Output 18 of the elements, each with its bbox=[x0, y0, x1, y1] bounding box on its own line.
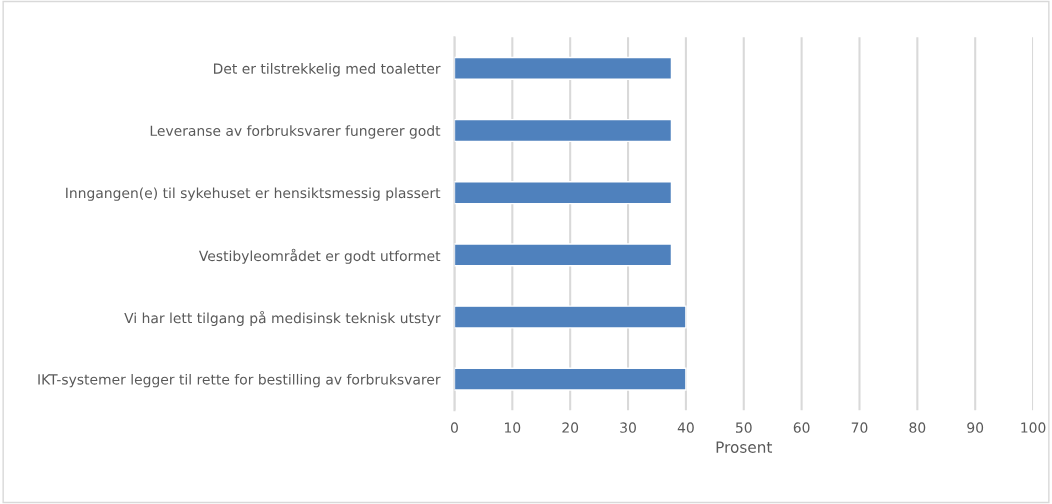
y-tick-label: Vestibyleområdet er godt utformet bbox=[198, 248, 441, 264]
x-tick-label: 10 bbox=[505, 422, 521, 433]
x-tick-label: 50 bbox=[736, 422, 752, 433]
x-tick-label: 40 bbox=[677, 422, 694, 433]
y-tick-label: IKT-systemer legger til rette for bestilling av forbruksvarer bbox=[38, 373, 441, 388]
y-tick-label: Det er tilstrekkelig med toaletter bbox=[214, 63, 441, 77]
y-tick-label: Leveranse av forbruksvarer fungerer godt bbox=[150, 125, 441, 139]
x-tick-label: 20 bbox=[562, 422, 579, 433]
y-tick-label: Vi har lett tilgang på medisinsk teknisk utstyr bbox=[124, 310, 441, 326]
x-tick-label: 0 bbox=[450, 422, 458, 433]
x-axis-title: Prosent bbox=[716, 441, 773, 453]
x-tick-label: 60 bbox=[793, 422, 810, 433]
y-tick-label: Inngangen(e) til sykehuset er hensiktsmessig plassert bbox=[66, 187, 441, 201]
x-tick-label: 90 bbox=[967, 422, 984, 433]
x-tick-label: 70 bbox=[851, 422, 868, 433]
x-tick-label: 80 bbox=[909, 422, 926, 433]
x-tick-label: 100 bbox=[1021, 422, 1046, 433]
x-tick-label: 30 bbox=[620, 422, 636, 433]
